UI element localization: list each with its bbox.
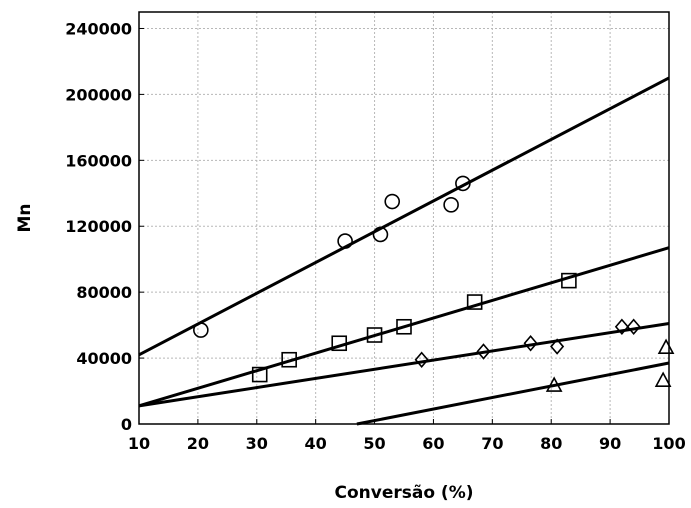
data-point-square: [466, 294, 483, 310]
data-point-diamond: [414, 351, 429, 368]
y-tick-label: 80000: [76, 283, 132, 302]
y-tick-labels: 0 40000 80000 120000 160000 200000 240000: [65, 19, 132, 434]
data-point-circle: [455, 175, 471, 192]
data-point-square: [281, 351, 297, 368]
y-tick-label: 120000: [65, 217, 132, 236]
data-point-diamond: [523, 335, 538, 352]
fit-line-circle: [138, 76, 670, 357]
data-point-circle: [337, 233, 353, 249]
x-tick-labels: 10 20 30 40 50 60 70 80 90 100: [128, 434, 686, 453]
plot-frame: [138, 11, 670, 425]
data-point-triangle: [657, 338, 675, 354]
y-tick-label: 160000: [65, 151, 132, 170]
x-axis-title: Conversão (%): [334, 483, 473, 503]
x-tick-label: 90: [599, 434, 621, 453]
data-point-circle: [384, 193, 401, 210]
data-point-triangle: [654, 371, 672, 387]
x-tick-label: 60: [422, 434, 444, 453]
y-tick-label: 40000: [76, 349, 132, 368]
data-point-square: [561, 272, 577, 289]
data-point-diamond: [626, 318, 641, 335]
fit-lines: [138, 76, 670, 426]
x-tick-label: 70: [481, 434, 503, 453]
data-point-diamond: [550, 338, 565, 355]
data-point-triangle: [545, 376, 563, 392]
data-point-circle: [372, 226, 389, 243]
y-tick-label: 0: [121, 415, 132, 434]
x-tick-label: 20: [187, 434, 209, 453]
grid: [138, 12, 670, 425]
data-point-diamond: [614, 318, 629, 335]
data-point-circle: [443, 197, 459, 213]
x-tick-label: 80: [540, 434, 562, 453]
fit-line-square: [138, 246, 670, 408]
y-tick-label: 200000: [65, 85, 132, 104]
data-point-square: [366, 327, 383, 343]
data-markers: [193, 175, 675, 392]
data-point-square: [331, 335, 348, 352]
x-tick-label: 100: [652, 434, 685, 453]
y-tick-label: 240000: [65, 19, 132, 38]
fit-line-diamond: [138, 321, 670, 408]
x-tick-label: 30: [246, 434, 268, 453]
x-tick-label: 40: [305, 434, 327, 453]
x-tick-label: 50: [363, 434, 385, 453]
x-tick-label: 10: [128, 434, 150, 453]
y-axis-title: Mn: [15, 203, 35, 232]
data-point-diamond: [476, 343, 491, 360]
data-point-circle: [193, 322, 209, 338]
data-point-square: [251, 366, 268, 383]
fit-line-triangle: [356, 361, 670, 426]
data-point-square: [396, 318, 412, 335]
